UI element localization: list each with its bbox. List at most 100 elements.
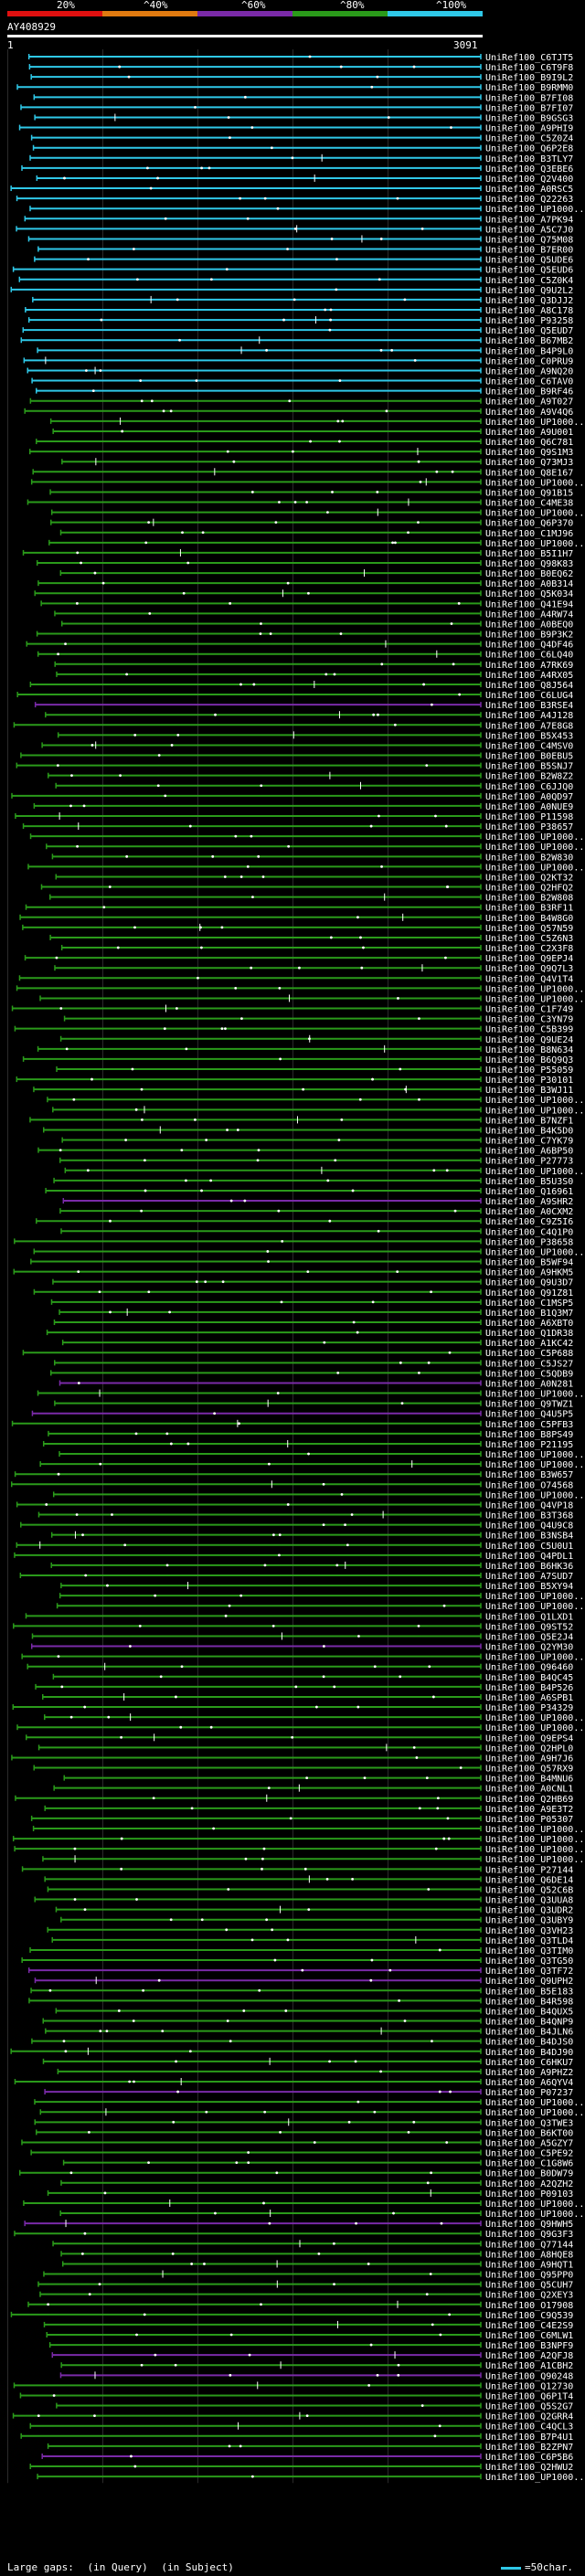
hit-label: UniRef100_C6TJT5 — [485, 53, 573, 63]
scale-label-100: ^100% — [436, 0, 467, 11]
gap-marker — [209, 1179, 213, 1182]
gap-marker — [339, 65, 343, 69]
gap-marker — [415, 1756, 419, 1759]
gap-marker — [248, 2353, 251, 2357]
hit-label: UniRef100_C6T9F8 — [485, 63, 573, 73]
hit-label: UniRef100_P38658 — [485, 1237, 573, 1247]
gap-marker — [317, 2252, 321, 2255]
gap-marker — [47, 2303, 50, 2306]
gap-marker — [363, 1776, 367, 1779]
gap-marker — [84, 1574, 88, 1577]
gap-marker — [328, 2060, 332, 2063]
hit-label: UniRef100_A0N281 — [485, 1379, 573, 1389]
gap-marker — [306, 1270, 310, 1273]
hit-label: UniRef100_B4DJ90 — [485, 2048, 573, 2058]
gap-marker — [429, 2273, 432, 2275]
gap-marker — [224, 1027, 227, 1031]
gap-marker — [108, 885, 112, 888]
gap-marker — [315, 1705, 318, 1709]
gap-marker — [229, 136, 231, 140]
hit-label: UniRef100_Q6C781 — [485, 438, 573, 448]
hit-label: UniRef100_B0DW79 — [485, 2169, 573, 2179]
gap-marker — [60, 1685, 64, 1689]
gap-marker — [225, 1928, 229, 1932]
hit-label: UniRef100_B0EBU5 — [485, 752, 573, 762]
gap-marker — [194, 106, 197, 109]
hit-label: UniRef100_P30101 — [485, 1076, 573, 1086]
gap-marker — [251, 896, 254, 899]
hit-label: UniRef100_Q9U3D7 — [485, 1278, 573, 1288]
hit-label: UniRef100_A6QYV4 — [485, 2078, 573, 2088]
hit-label: UniRef100_B4DJS0 — [485, 2038, 573, 2048]
gap-marker — [146, 166, 149, 170]
gap-marker — [117, 2009, 121, 2012]
gap-marker — [125, 854, 129, 858]
gap-marker — [99, 369, 102, 372]
gap-marker — [436, 1807, 440, 1810]
gap-marker — [396, 1270, 399, 1273]
hit-label: UniRef100_Q57N59 — [485, 924, 573, 934]
hit-label: UniRef100_Q91B15 — [485, 488, 573, 498]
hit-label: UniRef100_Q9HWH5 — [485, 2220, 573, 2230]
hit-label: UniRef100_P38657 — [485, 822, 573, 832]
gap-marker — [140, 399, 144, 403]
hit-label: UniRef100_Q22263 — [485, 195, 573, 205]
gap-marker — [284, 2009, 288, 2012]
gap-marker — [214, 2211, 217, 2215]
hit-label: UniRef100_Q6P370 — [485, 519, 573, 529]
hit-label: UniRef100_A0CXM2 — [485, 1207, 573, 1217]
gap-marker — [325, 1878, 329, 1881]
gap-marker — [121, 429, 124, 433]
gap-marker — [220, 926, 224, 929]
gap-marker — [377, 713, 379, 716]
gap-marker — [335, 1564, 339, 1567]
query-ruler — [7, 35, 483, 37]
gap-marker — [64, 2050, 68, 2053]
hit-label: UniRef100_Q95PP0 — [485, 2271, 573, 2281]
gap-marker — [176, 2090, 180, 2094]
hit-label: UniRef100_A9T027 — [485, 398, 573, 408]
gap-marker — [98, 1290, 101, 1294]
gap-marker — [350, 1513, 354, 1516]
gap-marker — [184, 1179, 187, 1182]
hit-label: UniRef100_Q6P1T4 — [485, 2391, 573, 2401]
gap-marker — [265, 1918, 269, 1922]
gap-marker — [102, 906, 106, 909]
gap-marker — [154, 1594, 157, 1597]
hit-label: UniRef100_A7PK94 — [485, 215, 573, 225]
hit-label: UniRef100_UP1000... — [485, 1490, 585, 1500]
gap-marker — [169, 1918, 173, 1922]
gap-marker — [426, 2181, 430, 2185]
gap-marker — [174, 2363, 177, 2367]
gap-marker — [278, 986, 282, 990]
hit-label: UniRef100_B0EQ62 — [485, 569, 573, 579]
gap-marker — [116, 946, 120, 949]
gap-marker — [246, 217, 250, 220]
hit-label: UniRef100_P27773 — [485, 1157, 573, 1167]
hit-label: UniRef100_UP1000... — [485, 843, 585, 853]
gap-marker — [260, 622, 262, 625]
gap-marker — [76, 844, 79, 848]
gap-marker — [360, 966, 364, 970]
gap-marker — [227, 116, 230, 119]
gap-marker — [307, 591, 310, 595]
gap-marker — [139, 379, 143, 382]
hit-label: UniRef100_B8N634 — [485, 1045, 573, 1055]
gap-marker — [109, 1219, 112, 1223]
hit-label: UniRef100_B7FI07 — [485, 103, 573, 113]
hit-label: UniRef100_Q96460 — [485, 1663, 573, 1673]
gap-marker — [149, 186, 153, 190]
hit-label: UniRef100_UP1000... — [485, 1247, 585, 1257]
gap-marker — [418, 1372, 420, 1374]
gap-marker — [379, 348, 383, 352]
hit-label: UniRef100_O17908 — [485, 2301, 573, 2311]
hit-label: UniRef100_A7E8G8 — [485, 721, 573, 731]
gap-marker — [346, 1543, 349, 1547]
hit-label: UniRef100_Q9U2L2 — [485, 286, 573, 296]
gap-marker — [205, 1139, 208, 1141]
hit-label: UniRef100_C5PFB3 — [485, 1420, 573, 1430]
gap-marker — [157, 754, 161, 757]
gap-marker — [425, 2293, 429, 2296]
gap-marker — [180, 1149, 184, 1152]
hit-label: UniRef100_Q9EPJ4 — [485, 954, 573, 964]
